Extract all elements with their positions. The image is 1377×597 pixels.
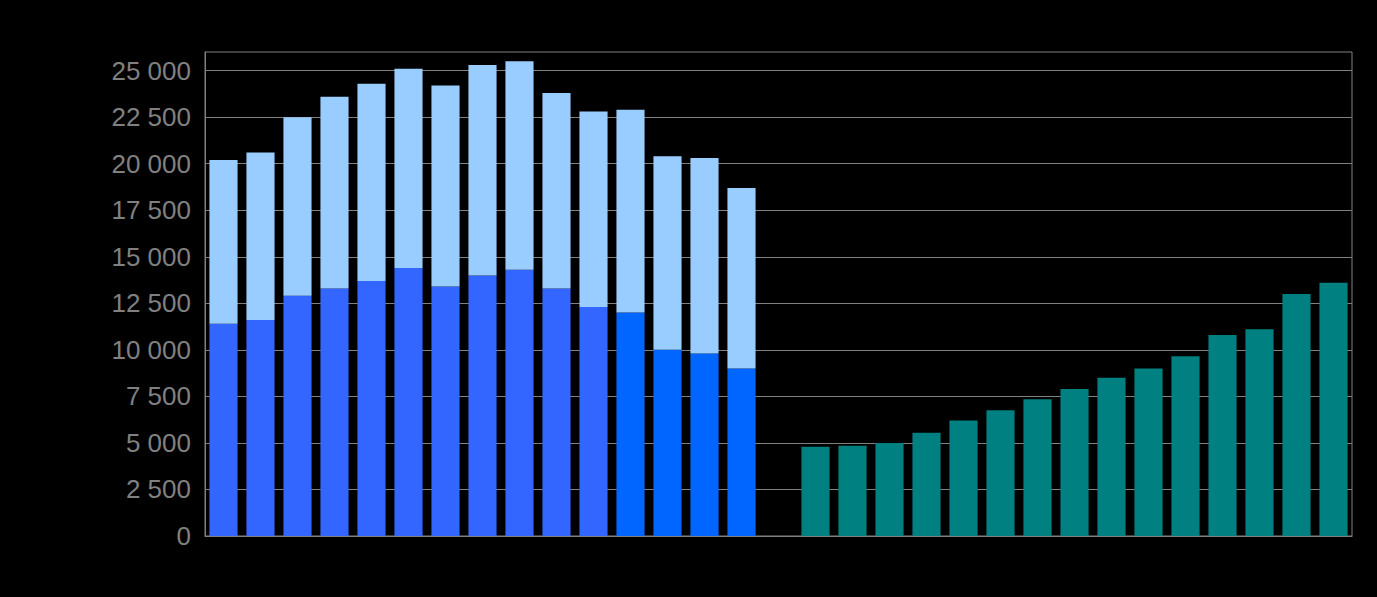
svg-text:17 500: 17 500 — [111, 195, 191, 225]
svg-text:20 000: 20 000 — [111, 149, 191, 179]
svg-text:12 500: 12 500 — [111, 288, 191, 318]
svg-text:7 500: 7 500 — [126, 381, 191, 411]
svg-text:22 500: 22 500 — [111, 102, 191, 132]
svg-text:2 500: 2 500 — [126, 474, 191, 504]
svg-text:25 000: 25 000 — [111, 56, 191, 86]
svg-text:0: 0 — [177, 521, 191, 551]
svg-text:5 000: 5 000 — [126, 428, 191, 458]
svg-text:10 000: 10 000 — [111, 335, 191, 365]
svg-text:15 000: 15 000 — [111, 242, 191, 272]
